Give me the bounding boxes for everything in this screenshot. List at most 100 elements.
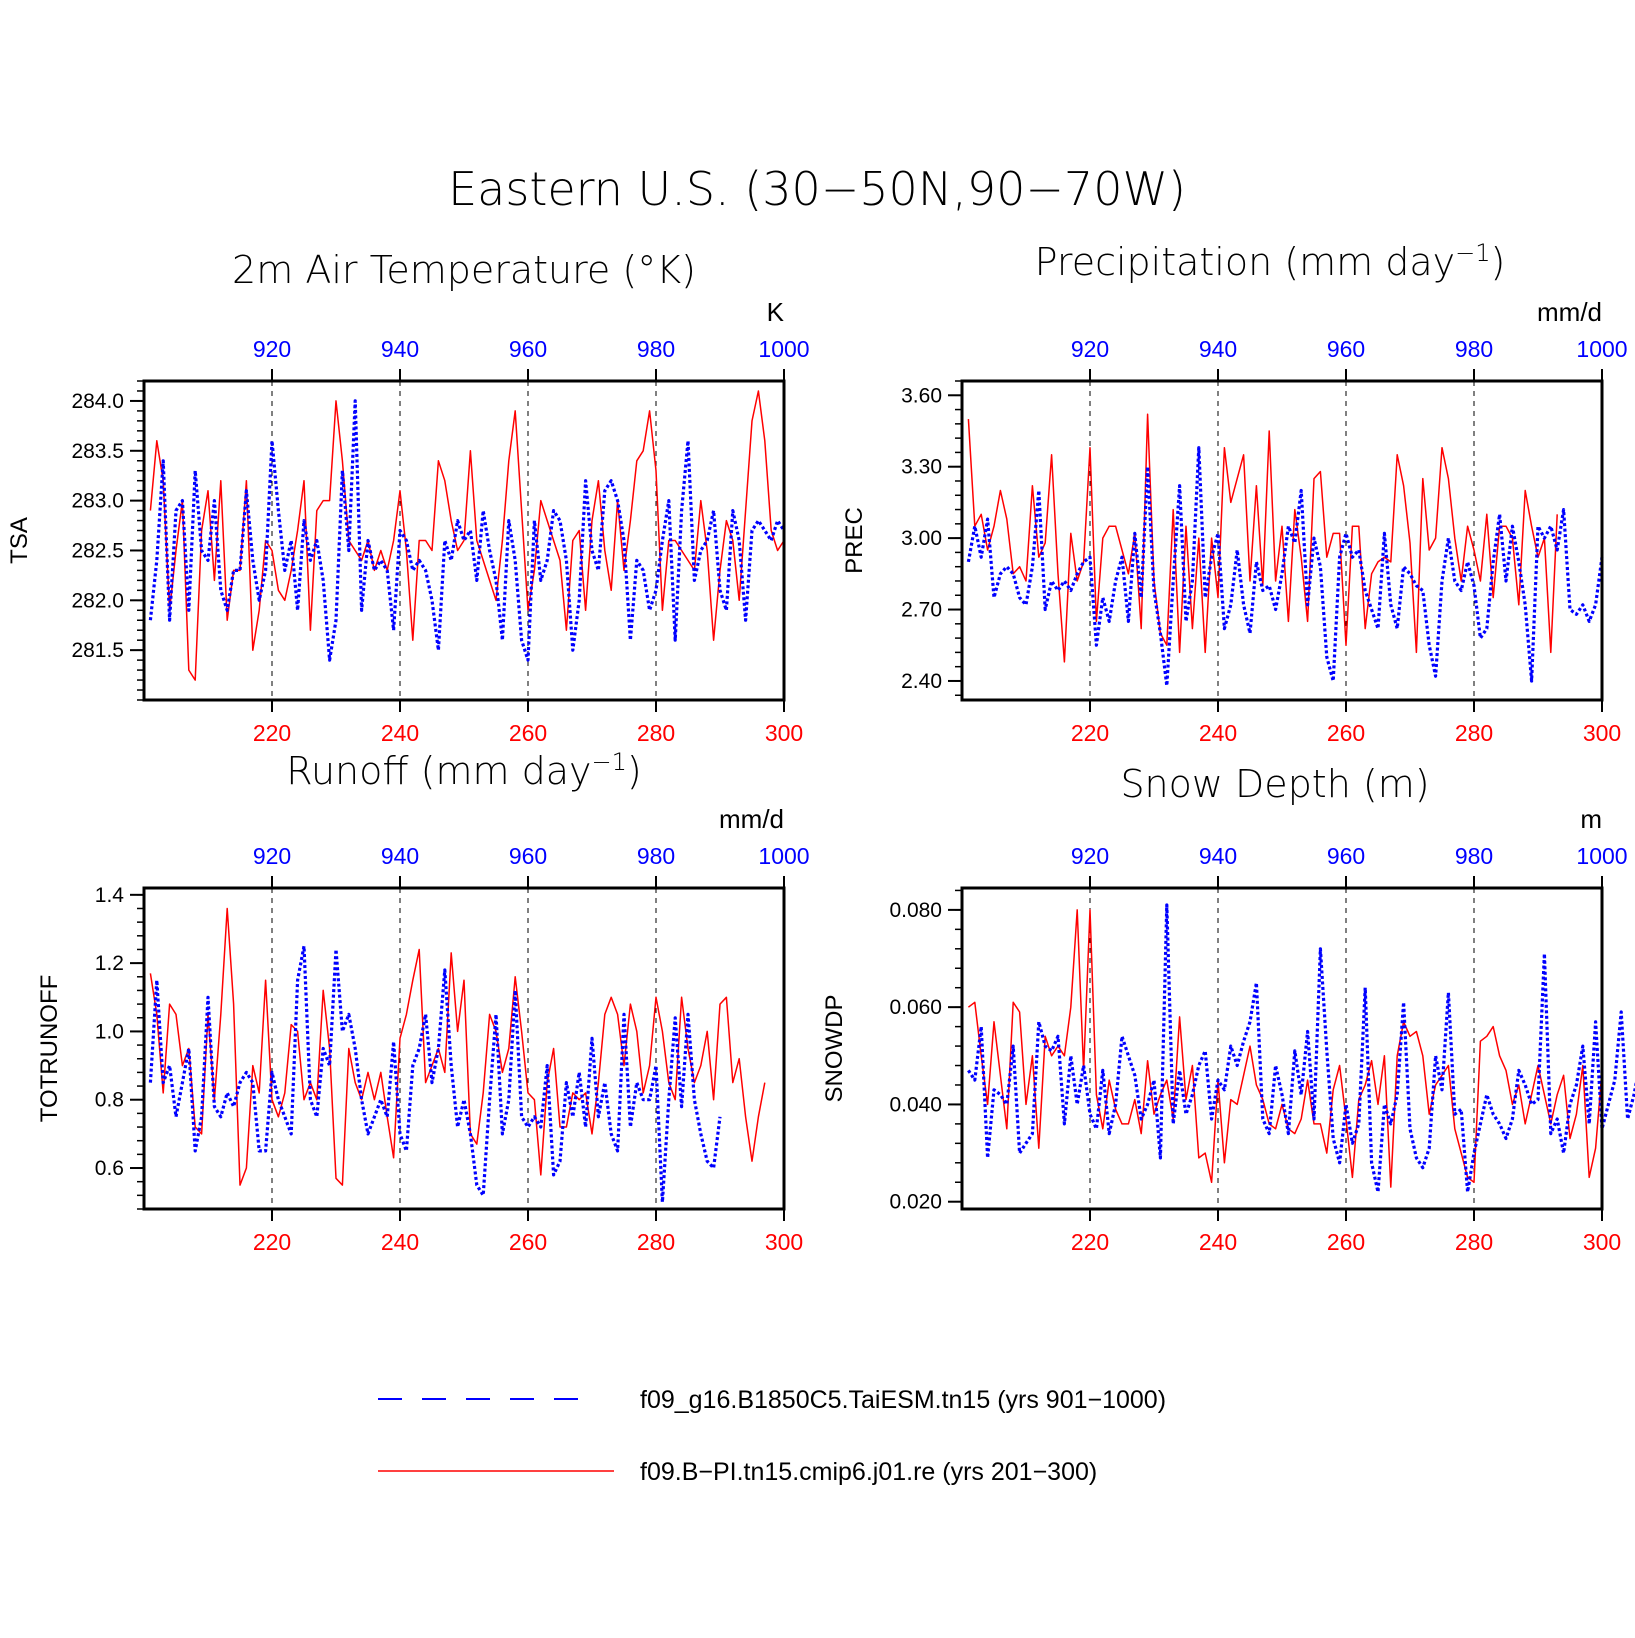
x-bottom-tick-label: 300 bbox=[1583, 720, 1621, 746]
y-tick-label: 1.0 bbox=[95, 1020, 124, 1043]
x-top-tick-label: 920 bbox=[1071, 336, 1109, 362]
y-tick-label: 0.040 bbox=[889, 1093, 942, 1116]
y-tick-label: 0.020 bbox=[889, 1191, 942, 1214]
series-line-case2-snow bbox=[967, 909, 1603, 1188]
y-tick-label: 2.70 bbox=[901, 599, 942, 622]
y-tick-label: 0.060 bbox=[889, 996, 942, 1019]
y-axis-label-runoff: TOTRUNOFF bbox=[36, 975, 63, 1123]
chart-panels: 2m Air Temperature (°K) K TSA 281.5 282.0 282… bbox=[6, 239, 1635, 1255]
legend-label-case1: f09_g16.B1850C5.TaiESM.tn15 (yrs 901−100… bbox=[640, 1386, 1166, 1414]
units-label-snow: m bbox=[1580, 804, 1602, 834]
panel-title-main: 2m Air Temperature (°K) bbox=[232, 248, 696, 292]
units-label-tsa: K bbox=[767, 297, 785, 327]
series-line-case2-prec bbox=[967, 413, 1558, 663]
panel-title-tsa: 2m Air Temperature (°K) bbox=[232, 248, 696, 292]
chart-panel-tsa: 2m Air Temperature (°K) K TSA 281.5 282.0 282… bbox=[6, 248, 810, 746]
x-bottom-tick-label: 260 bbox=[1327, 1229, 1365, 1255]
x-top-tick-label: 920 bbox=[253, 336, 291, 362]
x-top-tick-label: 920 bbox=[1071, 843, 1109, 869]
series-line-case1-prec bbox=[966, 446, 1604, 688]
y-tick-label: 283.0 bbox=[71, 490, 124, 513]
y-axis-label-prec: PREC bbox=[841, 507, 868, 574]
panel-title-prec: Precipitation (mm day−1) bbox=[1035, 239, 1506, 284]
legend-label-case2: f09.B−PI.tn15.cmip6.j01.re (yrs 201−300) bbox=[640, 1458, 1097, 1486]
x-bottom-tick-label: 260 bbox=[1327, 720, 1365, 746]
x-top-tick-label: 940 bbox=[1199, 336, 1237, 362]
y-tick-label: 282.5 bbox=[71, 539, 124, 562]
x-top-tick-label: 960 bbox=[509, 843, 547, 869]
x-top-tick-label: 1000 bbox=[1576, 336, 1627, 362]
y-axis-label-tsa: TSA bbox=[6, 517, 33, 564]
x-top-tick-label: 1000 bbox=[758, 843, 809, 869]
series-line-case2-runoff bbox=[149, 907, 766, 1186]
y-tick-label: 1.4 bbox=[95, 884, 125, 907]
panel-title-superscript: −1 bbox=[592, 748, 627, 776]
y-tick-label: 3.60 bbox=[901, 384, 942, 407]
x-bottom-tick-label: 300 bbox=[1583, 1229, 1621, 1255]
x-bottom-tick-label: 300 bbox=[765, 720, 803, 746]
x-bottom-tick-label: 220 bbox=[1071, 720, 1109, 746]
x-top-tick-label: 980 bbox=[1455, 336, 1493, 362]
x-bottom-tick-label: 280 bbox=[637, 720, 675, 746]
x-top-tick-label: 940 bbox=[381, 336, 419, 362]
x-top-tick-label: 960 bbox=[1327, 336, 1365, 362]
x-bottom-tick-label: 220 bbox=[1071, 1229, 1109, 1255]
x-bottom-tick-label: 280 bbox=[1455, 1229, 1493, 1255]
x-bottom-tick-label: 280 bbox=[1455, 720, 1493, 746]
y-tick-label: 3.00 bbox=[901, 527, 942, 550]
x-bottom-tick-label: 240 bbox=[1199, 1229, 1237, 1255]
x-top-tick-label: 940 bbox=[381, 843, 419, 869]
x-top-tick-label: 980 bbox=[637, 336, 675, 362]
panel-title-superscript: −1 bbox=[1455, 239, 1490, 267]
panel-title-main: Runoff (mm day bbox=[286, 749, 591, 793]
y-tick-label: 283.5 bbox=[71, 440, 124, 463]
y-tick-label: 0.8 bbox=[95, 1089, 124, 1112]
x-bottom-tick-label: 300 bbox=[765, 1229, 803, 1255]
y-tick-label: 3.30 bbox=[901, 456, 942, 479]
x-top-tick-label: 960 bbox=[509, 336, 547, 362]
series-line-case1-runoff bbox=[148, 944, 722, 1204]
x-top-tick-label: 920 bbox=[253, 843, 291, 869]
y-tick-label: 0.6 bbox=[95, 1157, 124, 1180]
x-top-tick-label: 980 bbox=[1455, 843, 1493, 869]
x-bottom-tick-label: 240 bbox=[381, 720, 419, 746]
x-top-tick-label: 980 bbox=[637, 843, 675, 869]
y-tick-label: 1.2 bbox=[95, 952, 124, 975]
x-bottom-tick-label: 220 bbox=[253, 720, 291, 746]
panel-title-snow: Snow Depth (m) bbox=[1120, 762, 1429, 806]
legend: f09_g16.B1850C5.TaiESM.tn15 (yrs 901−100… bbox=[378, 1386, 1166, 1486]
series-line-case2-tsa bbox=[149, 390, 785, 681]
x-top-tick-label: 1000 bbox=[1576, 843, 1627, 869]
panel-title-main: Precipitation (mm day bbox=[1035, 240, 1455, 284]
chart-panel-runoff: Runoff (mm day−1) mm/d TOTRUNOFF 0.6 0.8 1.0 1… bbox=[36, 748, 810, 1255]
panel-title-tail: ) bbox=[627, 749, 642, 793]
panel-title-main: Snow Depth (m) bbox=[1120, 762, 1429, 806]
panel-title-runoff: Runoff (mm day−1) bbox=[286, 748, 641, 793]
x-bottom-tick-label: 260 bbox=[509, 1229, 547, 1255]
plot-frame bbox=[142, 886, 786, 1211]
chart-panel-snow: Snow Depth (m) m SNOWDP 0.020 0.040 0.060 0.08… bbox=[821, 762, 1635, 1255]
x-bottom-tick-label: 260 bbox=[509, 720, 547, 746]
series-line-case1-tsa bbox=[148, 399, 786, 662]
x-top-tick-label: 1000 bbox=[758, 336, 809, 362]
y-tick-label: 282.0 bbox=[71, 589, 124, 612]
x-bottom-tick-label: 280 bbox=[637, 1229, 675, 1255]
y-axis-label-snow: SNOWDP bbox=[821, 995, 848, 1103]
y-tick-label: 284.0 bbox=[71, 390, 124, 413]
x-bottom-tick-label: 220 bbox=[253, 1229, 291, 1255]
figure-title: Eastern U.S. (30−50N,90−70W) bbox=[448, 162, 1186, 216]
y-tick-label: 0.080 bbox=[889, 899, 942, 922]
y-tick-label: 281.5 bbox=[71, 639, 124, 662]
plot-frame bbox=[960, 379, 1604, 702]
x-bottom-tick-label: 240 bbox=[381, 1229, 419, 1255]
x-top-tick-label: 940 bbox=[1199, 843, 1237, 869]
plot-frame bbox=[960, 886, 1604, 1211]
units-label-runoff: mm/d bbox=[719, 804, 784, 834]
chart-panel-prec: Precipitation (mm day−1) mm/d PREC 2.40 2.70… bbox=[841, 239, 1628, 746]
series-line-case1-snow bbox=[967, 903, 1635, 1194]
x-bottom-tick-label: 240 bbox=[1199, 720, 1237, 746]
units-label-prec: mm/d bbox=[1537, 297, 1602, 327]
x-top-tick-label: 960 bbox=[1327, 843, 1365, 869]
panel-title-tail: ) bbox=[1491, 240, 1506, 284]
